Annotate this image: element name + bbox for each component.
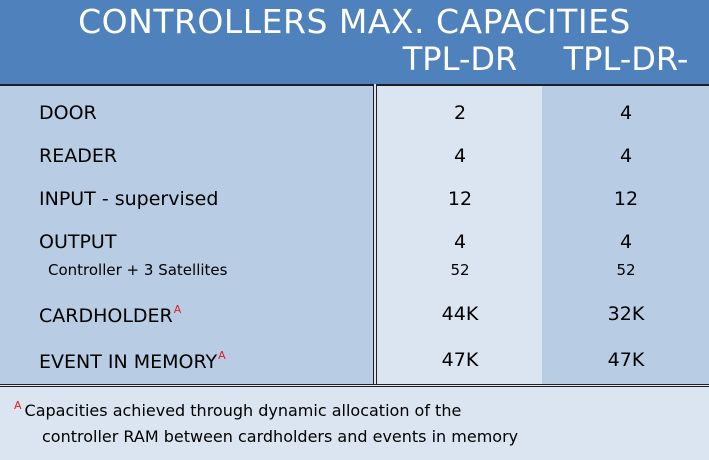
footnote: A Capacities achieved through dynamic all… bbox=[0, 384, 709, 460]
table-row: OUTPUT 4 4 bbox=[0, 231, 709, 257]
tpl-dr-column-highlight bbox=[377, 86, 542, 384]
value-tpl-dr-d4: 52 bbox=[616, 261, 636, 279]
row-label-cardholder: CARDHOLDERA bbox=[39, 303, 181, 327]
row-label-input-supervised: INPUT - supervised bbox=[39, 188, 219, 210]
footnote-text-1: Capacities achieved through dynamic allo… bbox=[24, 401, 462, 420]
footnote-line-1: A Capacities achieved through dynamic all… bbox=[14, 399, 461, 420]
row-label-door: DOOR bbox=[39, 102, 97, 124]
value-tpl-dr: 47K bbox=[441, 349, 479, 371]
column-divider bbox=[373, 84, 377, 384]
value-tpl-dr-d4: 47K bbox=[607, 349, 645, 371]
table-row: CARDHOLDERA 44K 32K bbox=[0, 303, 709, 329]
header-divider bbox=[0, 84, 709, 86]
table-row: DOOR 2 4 bbox=[0, 102, 709, 128]
table-row: READER 4 4 bbox=[0, 145, 709, 171]
value-tpl-dr: 4 bbox=[453, 231, 467, 253]
table-header: CONTROLLERS MAX. CAPACITIES TPL-DR TPL-D… bbox=[0, 0, 709, 116]
row-label-controller-satellites: Controller + 3 Satellites bbox=[48, 261, 228, 279]
value-tpl-dr-d4: 4 bbox=[619, 145, 633, 167]
value-tpl-dr-d4: 12 bbox=[613, 188, 639, 210]
table-row: EVENT IN MEMORYA 47K 47K bbox=[0, 349, 709, 375]
row-label-output: OUTPUT bbox=[39, 231, 117, 253]
row-label-event-in-memory: EVENT IN MEMORYA bbox=[39, 349, 226, 373]
value-tpl-dr: 44K bbox=[441, 303, 479, 325]
value-tpl-dr-d4: 4 bbox=[619, 231, 633, 253]
value-tpl-dr: 52 bbox=[450, 261, 470, 279]
footnote-text-2: controller RAM between cardholders and e… bbox=[42, 427, 519, 446]
value-tpl-dr: 4 bbox=[453, 145, 467, 167]
value-tpl-dr-d4: 4 bbox=[619, 102, 633, 124]
table-body bbox=[0, 84, 709, 384]
table-row: Controller + 3 Satellites 52 52 bbox=[0, 261, 709, 287]
value-tpl-dr: 12 bbox=[447, 188, 473, 210]
row-label-text: EVENT IN MEMORY bbox=[39, 351, 218, 373]
row-label-text: CARDHOLDER bbox=[39, 305, 173, 327]
value-tpl-dr: 2 bbox=[453, 102, 467, 124]
footnote-marker: A bbox=[173, 303, 182, 316]
column-header-tpl-dr: TPL-DR bbox=[402, 40, 518, 78]
row-label-reader: READER bbox=[39, 145, 118, 167]
value-tpl-dr-d4: 32K bbox=[607, 303, 645, 325]
table-row: INPUT - supervised 12 12 bbox=[0, 188, 709, 214]
table-title: CONTROLLERS MAX. CAPACITIES bbox=[78, 2, 631, 41]
footnote-marker: A bbox=[14, 399, 22, 412]
footnote-marker: A bbox=[218, 349, 226, 362]
